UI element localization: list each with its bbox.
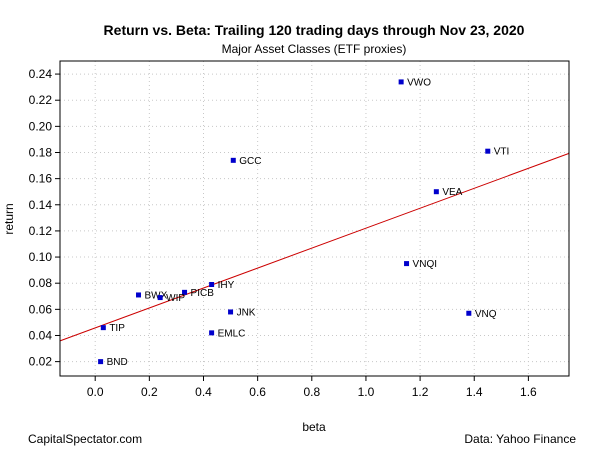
- y-tick-label: 0.12: [29, 224, 53, 238]
- footer-source-site: CapitalSpectator.com: [28, 432, 143, 446]
- x-tick-label: 0.8: [303, 385, 320, 399]
- x-tick-label: 1.4: [466, 385, 483, 399]
- y-tick-label: 0.22: [29, 93, 53, 107]
- trend-line: [59, 152, 570, 342]
- point-label-vti: VTI: [494, 147, 510, 158]
- data-point-bwx: [136, 292, 142, 298]
- x-tick-label: 1.6: [520, 385, 537, 399]
- data-point-vnq: [466, 310, 472, 316]
- point-label-emlc: EMLC: [218, 328, 246, 339]
- data-point-bnd: [98, 359, 104, 365]
- y-tick-label: 0.06: [29, 302, 53, 316]
- point-label-picb: PICB: [191, 288, 215, 299]
- point-label-jnk: JNK: [237, 307, 256, 318]
- y-tick-label: 0.24: [29, 67, 53, 81]
- y-tick-label: 0.04: [29, 328, 53, 342]
- point-label-gcc: GCC: [239, 156, 261, 167]
- point-label-vwo: VWO: [407, 77, 431, 88]
- x-axis-label: beta: [302, 420, 326, 434]
- point-label-tip: TIP: [109, 323, 125, 334]
- point-label-vea: VEA: [442, 187, 462, 198]
- chart-title: Return vs. Beta: Trailing 120 trading da…: [104, 22, 525, 38]
- data-point-ihy: [209, 282, 215, 288]
- data-point-wip: [157, 295, 163, 301]
- data-point-vea: [433, 189, 439, 195]
- x-tick-label: 1.2: [412, 385, 429, 399]
- data-point-vnqi: [404, 261, 410, 267]
- data-point-emlc: [209, 330, 215, 336]
- point-label-vnqi: VNQI: [413, 259, 437, 270]
- data-point-tip: [100, 325, 106, 331]
- x-axis: 0.0 0.2 0.4 0.6 0.8 1.0 1.2 1.4 1.6: [87, 376, 537, 399]
- x-tick-label: 0.4: [195, 385, 212, 399]
- data-point-vti: [485, 148, 491, 154]
- x-tick-label: 1.0: [358, 385, 375, 399]
- y-tick-label: 0.08: [29, 276, 53, 290]
- footer-data-source: Data: Yahoo Finance: [464, 432, 576, 446]
- x-tick-label: 0.0: [87, 385, 104, 399]
- x-tick-label: 0.2: [141, 385, 158, 399]
- data-point-vwo: [398, 79, 404, 85]
- y-tick-label: 0.14: [29, 198, 53, 212]
- point-label-vnq: VNQ: [475, 309, 497, 320]
- point-label-bnd: BND: [107, 357, 128, 368]
- y-tick-label: 0.02: [29, 355, 53, 369]
- y-tick-label: 0.10: [29, 250, 53, 264]
- data-point-picb: [182, 289, 188, 295]
- point-label-wip: WIP: [166, 293, 185, 304]
- grid: [60, 61, 569, 376]
- x-tick-label: 0.6: [249, 385, 266, 399]
- y-axis: 0.02 0.04 0.06 0.08 0.10 0.12 0.14 0.16 0.18 0.20…: [29, 67, 60, 369]
- y-tick-label: 0.20: [29, 119, 53, 133]
- chart-subtitle: Major Asset Classes (ETF proxies): [222, 42, 407, 56]
- point-label-bwx: BWX: [145, 290, 168, 301]
- y-tick-label: 0.18: [29, 145, 53, 159]
- y-tick-label: 0.16: [29, 172, 53, 186]
- y-axis-label: return: [2, 203, 16, 234]
- plot-frame: [59, 60, 570, 377]
- data-point-gcc: [230, 157, 236, 163]
- data-point-jnk: [228, 309, 234, 315]
- point-label-ihy: IHY: [218, 280, 235, 291]
